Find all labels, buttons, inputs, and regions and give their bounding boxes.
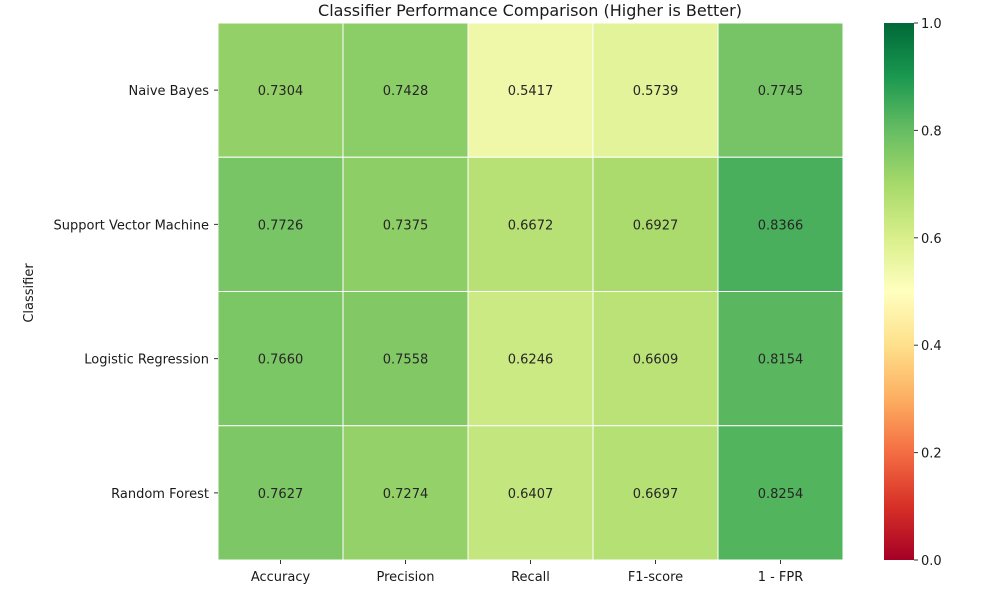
heatmap-cell: [342, 291, 469, 427]
cell-value-label: 0.7745: [758, 84, 804, 99]
colorbar-tick-label: 0.8: [921, 124, 942, 139]
heatmap-cell: [717, 22, 844, 158]
heatmap-cell: [592, 22, 719, 158]
column-tick-label: Accuracy: [251, 570, 311, 585]
cell-value-label: 0.6672: [508, 218, 554, 233]
colorbar-gradient: [884, 23, 914, 560]
row-tick-label: Logistic Regression: [84, 353, 209, 368]
row-tick-label: Naive Bayes: [129, 84, 210, 99]
y-axis-label: Classifier: [22, 263, 37, 323]
cell-value-label: 0.7274: [383, 487, 429, 502]
heatmap-cell: [467, 425, 594, 561]
column-tick-label: Precision: [376, 570, 434, 585]
heatmap-cell: [467, 22, 594, 158]
heatmap-cell: [592, 291, 719, 427]
colorbar-tick-label: 0.2: [921, 447, 942, 462]
cell-value-label: 0.7375: [383, 218, 429, 233]
heatmap-cell: [342, 22, 469, 158]
cell-value-label: 0.5417: [508, 84, 554, 99]
cell-value-label: 0.7660: [258, 353, 304, 368]
row-tick-label: Support Vector Machine: [54, 218, 210, 233]
column-tick-label: 1 - FPR: [758, 570, 804, 585]
column-tick-labels: Accuracy Precision Recall F1-score 1 - FPR: [251, 560, 803, 585]
heatmap-cells: 0.7304 0.7428 0.5417 0.5739 0.7745 0.7726 0.73…: [217, 22, 844, 561]
heatmap-cell: [592, 425, 719, 561]
cell-value-label: 0.8254: [758, 487, 804, 502]
heatmap-cell: [717, 425, 844, 561]
cell-value-label: 0.6246: [508, 353, 554, 368]
cell-value-label: 0.7627: [258, 487, 304, 502]
heatmap-cell: [342, 425, 469, 561]
heatmap-cell: [217, 22, 344, 158]
heatmap-cell: [467, 291, 594, 427]
row-tick-label: Random Forest: [111, 487, 209, 502]
chart-title: Classifier Performance Comparison (Highe…: [318, 1, 742, 20]
heatmap-cell: [217, 156, 344, 292]
colorbar-tick-label: 0.4: [921, 339, 942, 354]
cell-value-label: 0.5739: [633, 84, 679, 99]
colorbar-tick-label: 0.6: [921, 232, 942, 247]
heatmap-cell: [717, 291, 844, 427]
colorbar: 0.0 0.2 0.4 0.6 0.8 1.0: [884, 17, 942, 569]
cell-value-label: 0.8154: [758, 353, 804, 368]
cell-value-label: 0.7304: [258, 84, 304, 99]
cell-value-label: 0.8366: [758, 218, 804, 233]
heatmap-cell: [717, 156, 844, 292]
cell-value-label: 0.6927: [633, 218, 679, 233]
cell-value-label: 0.6609: [633, 353, 679, 368]
colorbar-tick-label: 0.0: [921, 554, 942, 569]
heatmap-cell: [467, 156, 594, 292]
cell-value-label: 0.6697: [633, 487, 679, 502]
cell-value-label: 0.7558: [383, 353, 429, 368]
row-tick-labels: Naive Bayes Support Vector Machine Logisti…: [54, 84, 218, 502]
column-tick-label: F1-score: [628, 570, 683, 585]
column-tick-label: Recall: [511, 570, 550, 585]
cell-value-label: 0.7428: [383, 84, 429, 99]
cell-value-label: 0.6407: [508, 487, 554, 502]
colorbar-tick-label: 1.0: [921, 17, 942, 32]
cell-value-label: 0.7726: [258, 218, 304, 233]
